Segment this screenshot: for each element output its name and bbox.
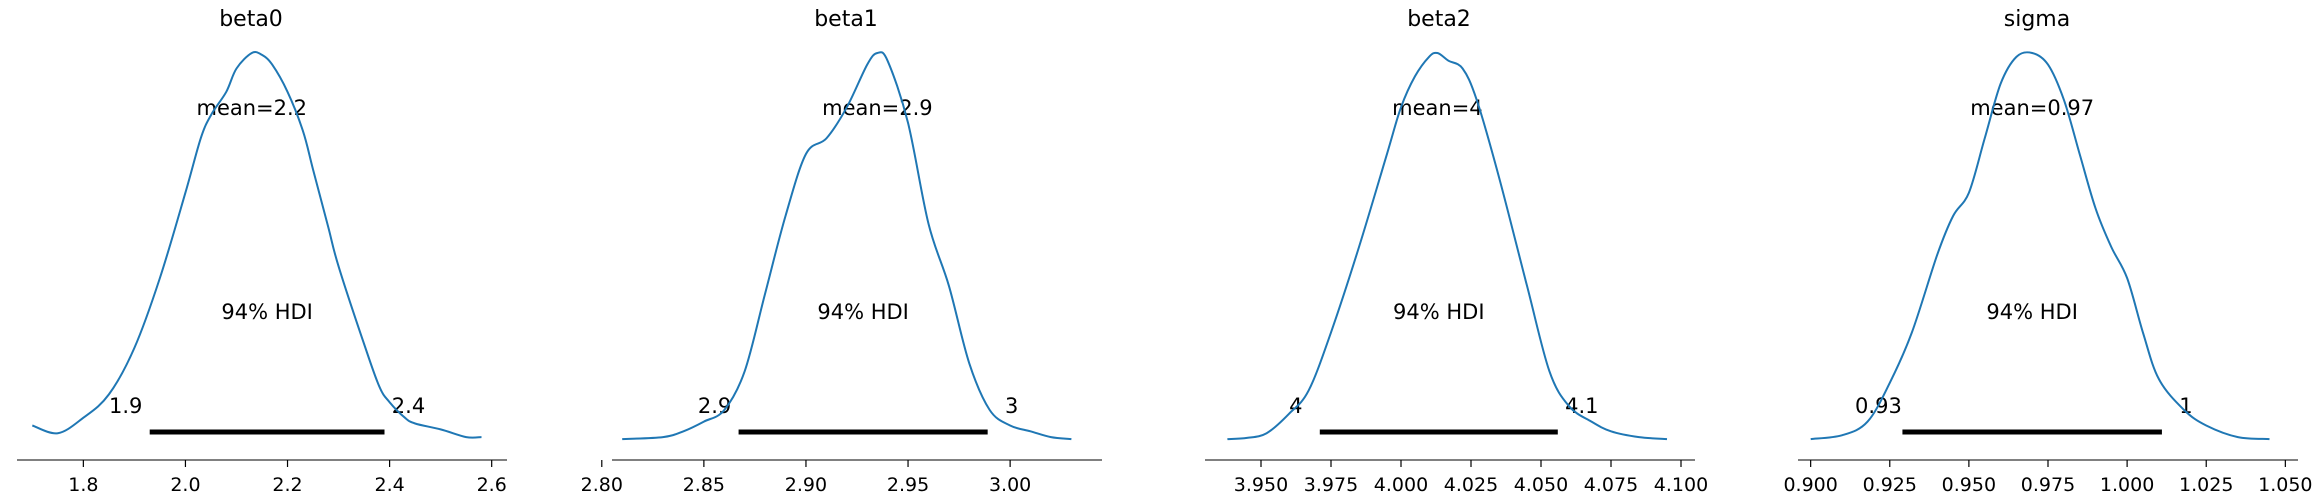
hdi-label: 94% HDI (817, 300, 909, 324)
mean-label: mean=0.97 (1970, 96, 2094, 120)
x-tick-label: 2.0 (170, 474, 200, 496)
x-tick-label: 0.950 (1942, 474, 1996, 496)
mean-label: mean=4 (1392, 96, 1483, 120)
hdi-label: 94% HDI (1986, 300, 2078, 324)
panel-title: beta1 (814, 7, 878, 32)
x-tick-label: 1.050 (2258, 474, 2312, 496)
panel-title: sigma (2004, 7, 2070, 32)
hdi-low-label: 1.9 (109, 394, 142, 418)
x-tick-label: 2.4 (374, 474, 404, 496)
panel-sigma: sigma mean=0.97 94% HDI 0.93 1 0.900 0.92… (1783, 7, 2312, 496)
hdi-low-label: 4 (1289, 394, 1302, 418)
hdi-high-label: 4.1 (1565, 394, 1598, 418)
x-tick-label: 0.975 (2021, 474, 2075, 496)
panel-beta2: beta2 mean=4 94% HDI 4 4.1 3.950 3.975 4.0… (1205, 7, 1708, 496)
hdi-low-label: 2.9 (698, 394, 731, 418)
x-tick-label: 3.00 (989, 474, 1031, 496)
x-tick-label: 1.025 (2179, 474, 2233, 496)
x-tick-label: 2.80 (581, 474, 623, 496)
x-tick-label: 3.950 (1234, 474, 1288, 496)
x-tick-label: 2.85 (683, 474, 725, 496)
panel-beta1: beta1 mean=2.9 94% HDI 2.9 3 2.80 2.85 2.9… (581, 7, 1102, 496)
panel-title: beta0 (219, 7, 283, 32)
panel-title: beta2 (1407, 7, 1471, 32)
x-tick-label: 0.900 (1783, 474, 1837, 496)
x-tick-label: 4.000 (1374, 474, 1428, 496)
hdi-label: 94% HDI (221, 300, 313, 324)
hdi-label: 94% HDI (1393, 300, 1485, 324)
x-tick-label: 2.2 (272, 474, 302, 496)
x-tick-label: 1.8 (68, 474, 98, 496)
x-tick-label: 4.025 (1444, 474, 1498, 496)
x-tick-label: 0.925 (1863, 474, 1917, 496)
hdi-high-label: 1 (2179, 394, 2192, 418)
x-tick-label: 4.100 (1654, 474, 1708, 496)
x-tick-label: 4.075 (1584, 474, 1638, 496)
hdi-high-label: 2.4 (392, 394, 425, 418)
density-curve (1227, 51, 1668, 441)
panel-beta0: beta0 mean=2.2 94% HDI 1.9 2.4 1.8 2.0 2.2… (17, 7, 507, 496)
density-curve (31, 51, 482, 439)
hdi-high-label: 3 (1005, 394, 1018, 418)
x-tick-label: 1.000 (2100, 474, 2154, 496)
density-curve (622, 51, 1072, 441)
x-tick-label: 3.975 (1304, 474, 1358, 496)
mean-label: mean=2.9 (822, 96, 933, 120)
x-tick-label: 2.6 (477, 474, 507, 496)
x-tick-label: 2.95 (887, 474, 929, 496)
density-curve (1810, 51, 2270, 441)
x-tick-label: 4.050 (1514, 474, 1568, 496)
x-tick-label: 2.90 (785, 474, 827, 496)
